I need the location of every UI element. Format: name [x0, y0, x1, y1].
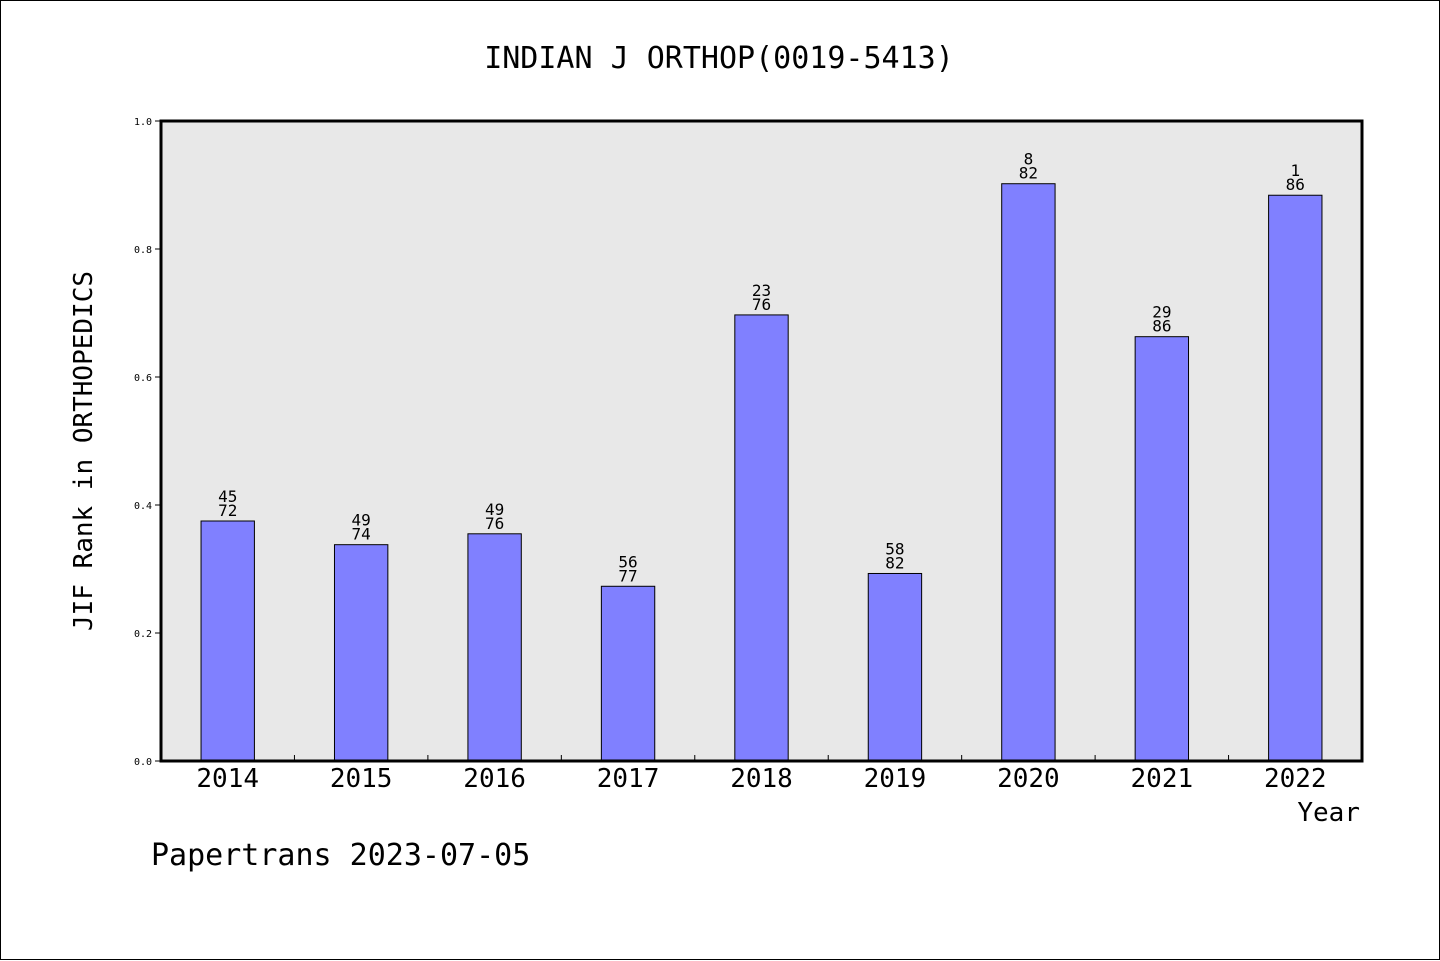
- bar-label-rank: 45: [218, 487, 237, 506]
- x-tick-label: 2020: [997, 764, 1060, 794]
- bar-label-total: 77: [618, 566, 637, 585]
- bar-label-total: 72: [218, 501, 237, 520]
- y-tick-label: 0.6: [134, 373, 152, 384]
- x-tick-label: 2017: [597, 764, 660, 794]
- bars-layer: [200, 183, 1323, 762]
- x-tick-label: 2019: [864, 764, 927, 794]
- x-tick-label: 2016: [463, 764, 526, 794]
- bar-label-total: 86: [1286, 175, 1305, 194]
- footer-watermark: Papertrans 2023-07-05: [151, 838, 530, 873]
- bar-label-rank: 8: [1024, 150, 1034, 169]
- x-tick-label: 2015: [330, 764, 393, 794]
- bar-label-total: 74: [352, 525, 371, 544]
- y-tick-label: 0.4: [134, 501, 152, 512]
- bar-label-rank: 23: [752, 281, 771, 300]
- bar-label-rank: 29: [1152, 303, 1171, 322]
- y-tick-label: 1.0: [134, 117, 152, 128]
- bar-label-rank: 56: [618, 552, 637, 571]
- bar-label-rank: 49: [485, 500, 504, 519]
- bar-2019: [867, 572, 923, 762]
- bar-2015: [333, 544, 389, 762]
- bar-label-total: 76: [485, 514, 504, 533]
- bar-label-total: 82: [1019, 164, 1038, 183]
- x-tick-label: 2022: [1264, 764, 1327, 794]
- bar-2016: [467, 533, 522, 762]
- y-tick-label: 0.2: [134, 629, 152, 640]
- bar-label-rank: 58: [885, 539, 904, 558]
- x-tick-label: 2014: [196, 764, 259, 794]
- bar-label-total: 82: [885, 553, 904, 572]
- bar-2020: [1001, 183, 1056, 762]
- bar-2017: [600, 585, 656, 762]
- plot-border: [159, 119, 1364, 763]
- chart-title: INDIAN J ORTHOP(0019-5413): [484, 41, 954, 76]
- x-axis-ticks: 2014 2015 2016 2017 2018 2019 2020 2021 2022: [196, 755, 1327, 794]
- x-axis-label: Year: [1297, 798, 1360, 828]
- bar-2018: [734, 314, 789, 762]
- bar-label-rank: 1: [1290, 161, 1300, 180]
- y-tick-label: 0.8: [134, 245, 152, 256]
- x-tick-label: 2018: [730, 764, 793, 794]
- y-axis-ticks: 0.0 0.2 0.4 0.6 0.8 1.0: [134, 117, 161, 768]
- bar-label-rank: 49: [352, 511, 371, 530]
- x-tick-label: 2021: [1131, 764, 1194, 794]
- y-axis-label: JIF Rank in ORTHOPEDICS: [69, 271, 99, 631]
- bar-label-total: 86: [1152, 317, 1171, 336]
- bar-2021: [1134, 336, 1190, 762]
- bar-2022: [1268, 194, 1323, 762]
- bar-label-total: 76: [752, 295, 771, 314]
- y-tick-label: 0.0: [134, 757, 152, 768]
- bar-2014: [200, 520, 255, 762]
